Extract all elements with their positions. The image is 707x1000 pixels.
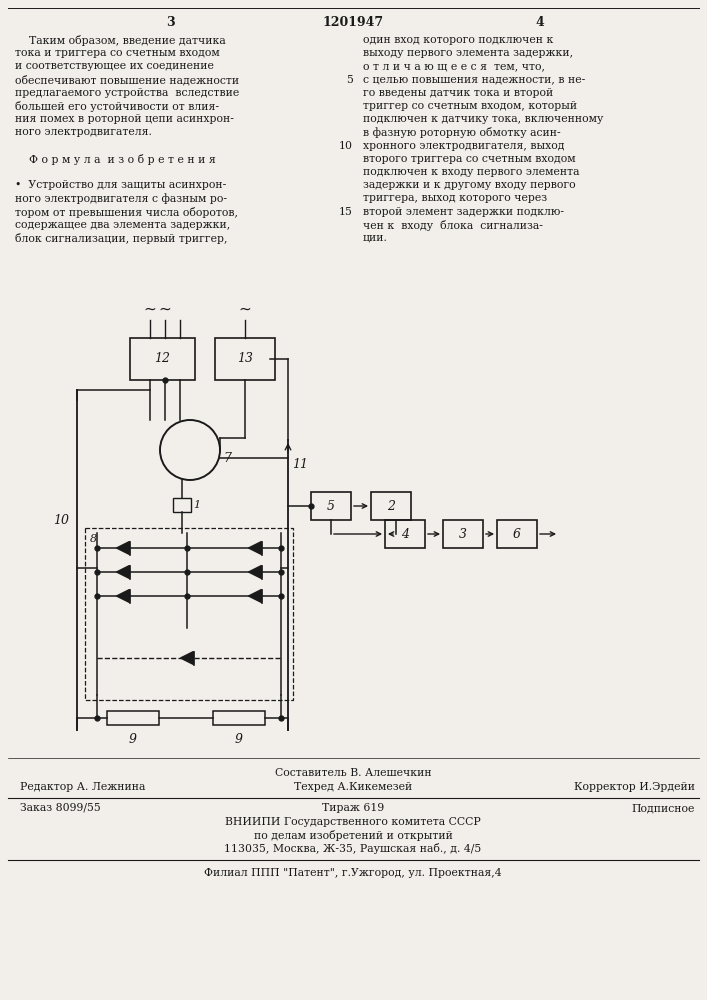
Text: ~: ~ xyxy=(144,302,156,317)
Text: задержки и к другому входу первого: задержки и к другому входу первого xyxy=(363,180,575,190)
Bar xyxy=(130,338,195,380)
Text: 1: 1 xyxy=(193,500,200,510)
Text: тока и триггера со счетным входом: тока и триггера со счетным входом xyxy=(15,48,220,58)
Polygon shape xyxy=(117,542,129,554)
Text: 113035, Москва, Ж-35, Раушская наб., д. 4/5: 113035, Москва, Ж-35, Раушская наб., д. … xyxy=(224,843,481,854)
Text: ния помех в роторной цепи асинхрон-: ния помех в роторной цепи асинхрон- xyxy=(15,114,234,124)
Text: 9: 9 xyxy=(129,733,137,746)
Text: 12: 12 xyxy=(155,353,170,365)
Bar xyxy=(371,492,411,520)
Text: Заказ 8099/55: Заказ 8099/55 xyxy=(20,803,101,813)
Bar xyxy=(311,492,351,520)
Text: 3: 3 xyxy=(165,15,175,28)
Text: содержащее два элемента задержки,: содержащее два элемента задержки, xyxy=(15,220,230,230)
Text: ВНИИПИ Государственного комитета СССР: ВНИИПИ Государственного комитета СССР xyxy=(225,817,481,827)
Text: Корректор И.Эрдейи: Корректор И.Эрдейи xyxy=(574,782,695,792)
Text: подключен к входу первого элемента: подключен к входу первого элемента xyxy=(363,167,580,177)
Text: 15: 15 xyxy=(339,207,353,217)
Text: большей его устойчивости от влия-: большей его устойчивости от влия- xyxy=(15,101,219,112)
Text: триггер со счетным входом, который: триггер со счетным входом, который xyxy=(363,101,577,111)
Text: подключен к датчику тока, включенному: подключен к датчику тока, включенному xyxy=(363,114,603,124)
Text: чен к  входу  блока  сигнализа-: чен к входу блока сигнализа- xyxy=(363,220,543,231)
Bar xyxy=(107,711,159,725)
Text: ~: ~ xyxy=(158,302,171,317)
Text: предлагаемого устройства  вследствие: предлагаемого устройства вследствие xyxy=(15,88,239,98)
Text: 6: 6 xyxy=(513,528,521,540)
Text: 5: 5 xyxy=(327,499,335,512)
Text: Ф о р м у л а  и з о б р е т е н и я: Ф о р м у л а и з о б р е т е н и я xyxy=(15,154,216,165)
Text: по делам изобретений и открытий: по делам изобретений и открытий xyxy=(254,830,452,841)
Text: ции.: ции. xyxy=(363,233,388,243)
Text: 8: 8 xyxy=(90,534,97,544)
Text: ~: ~ xyxy=(239,302,252,317)
Polygon shape xyxy=(248,589,262,602)
Text: Техред А.Кикемезей: Техред А.Кикемезей xyxy=(294,782,412,792)
Text: 11: 11 xyxy=(292,458,308,472)
Text: 2: 2 xyxy=(387,499,395,512)
Polygon shape xyxy=(248,566,262,578)
Text: Подписное: Подписное xyxy=(631,803,695,813)
Text: 13: 13 xyxy=(237,353,253,365)
Text: Таким образом, введение датчика: Таким образом, введение датчика xyxy=(15,35,226,46)
Bar xyxy=(215,338,275,380)
Text: 1201947: 1201947 xyxy=(322,15,384,28)
Text: Составитель В. Алешечкин: Составитель В. Алешечкин xyxy=(275,768,431,778)
Text: 5: 5 xyxy=(346,75,353,85)
Text: •  Устройство для защиты асинхрон-: • Устройство для защиты асинхрон- xyxy=(15,180,226,190)
Text: Тираж 619: Тираж 619 xyxy=(322,803,384,813)
Text: второго триггера со счетным входом: второго триггера со счетным входом xyxy=(363,154,575,164)
Text: триггера, выход которого через: триггера, выход которого через xyxy=(363,193,547,203)
Polygon shape xyxy=(248,542,262,554)
Text: один вход которого подключен к: один вход которого подключен к xyxy=(363,35,554,45)
Text: 4: 4 xyxy=(401,528,409,540)
Text: 10: 10 xyxy=(53,514,69,526)
Text: о т л и ч а ю щ е е с я  тем, что,: о т л и ч а ю щ е е с я тем, что, xyxy=(363,61,545,71)
Polygon shape xyxy=(180,652,194,664)
Text: 10: 10 xyxy=(339,141,353,151)
Bar xyxy=(443,520,483,548)
Text: блок сигнализации, первый триггер,: блок сигнализации, первый триггер, xyxy=(15,233,228,244)
Text: и соответствующее их соединение: и соответствующее их соединение xyxy=(15,61,214,71)
Text: 4: 4 xyxy=(536,15,544,28)
Text: 3: 3 xyxy=(459,528,467,540)
Text: ного электродвигателя с фазным ро-: ного электродвигателя с фазным ро- xyxy=(15,193,227,204)
Text: хронного электродвигателя, выход: хронного электродвигателя, выход xyxy=(363,141,564,151)
Text: с целью повышения надежности, в не-: с целью повышения надежности, в не- xyxy=(363,75,585,85)
Bar xyxy=(385,520,425,548)
Text: выходу первого элемента задержки,: выходу первого элемента задержки, xyxy=(363,48,573,58)
Bar xyxy=(85,528,293,700)
Text: 7: 7 xyxy=(223,452,231,464)
Text: го введены датчик тока и второй: го введены датчик тока и второй xyxy=(363,88,554,98)
Bar xyxy=(497,520,537,548)
Text: ного электродвигателя.: ного электродвигателя. xyxy=(15,127,152,137)
Text: в фазную роторную обмотку асин-: в фазную роторную обмотку асин- xyxy=(363,127,561,138)
Text: тором от превышения числа оборотов,: тором от превышения числа оборотов, xyxy=(15,207,238,218)
Text: Редактор А. Лежнина: Редактор А. Лежнина xyxy=(20,782,146,792)
Polygon shape xyxy=(117,566,129,578)
Text: второй элемент задержки подклю-: второй элемент задержки подклю- xyxy=(363,207,564,217)
Bar xyxy=(213,711,265,725)
Text: Филиал ППП "Патент", г.Ужгород, ул. Проектная,4: Филиал ППП "Патент", г.Ужгород, ул. Прое… xyxy=(204,868,502,878)
Text: 9: 9 xyxy=(235,733,243,746)
Bar xyxy=(173,498,191,512)
Text: обеспечивают повышение надежности: обеспечивают повышение надежности xyxy=(15,75,239,85)
Polygon shape xyxy=(117,589,129,602)
